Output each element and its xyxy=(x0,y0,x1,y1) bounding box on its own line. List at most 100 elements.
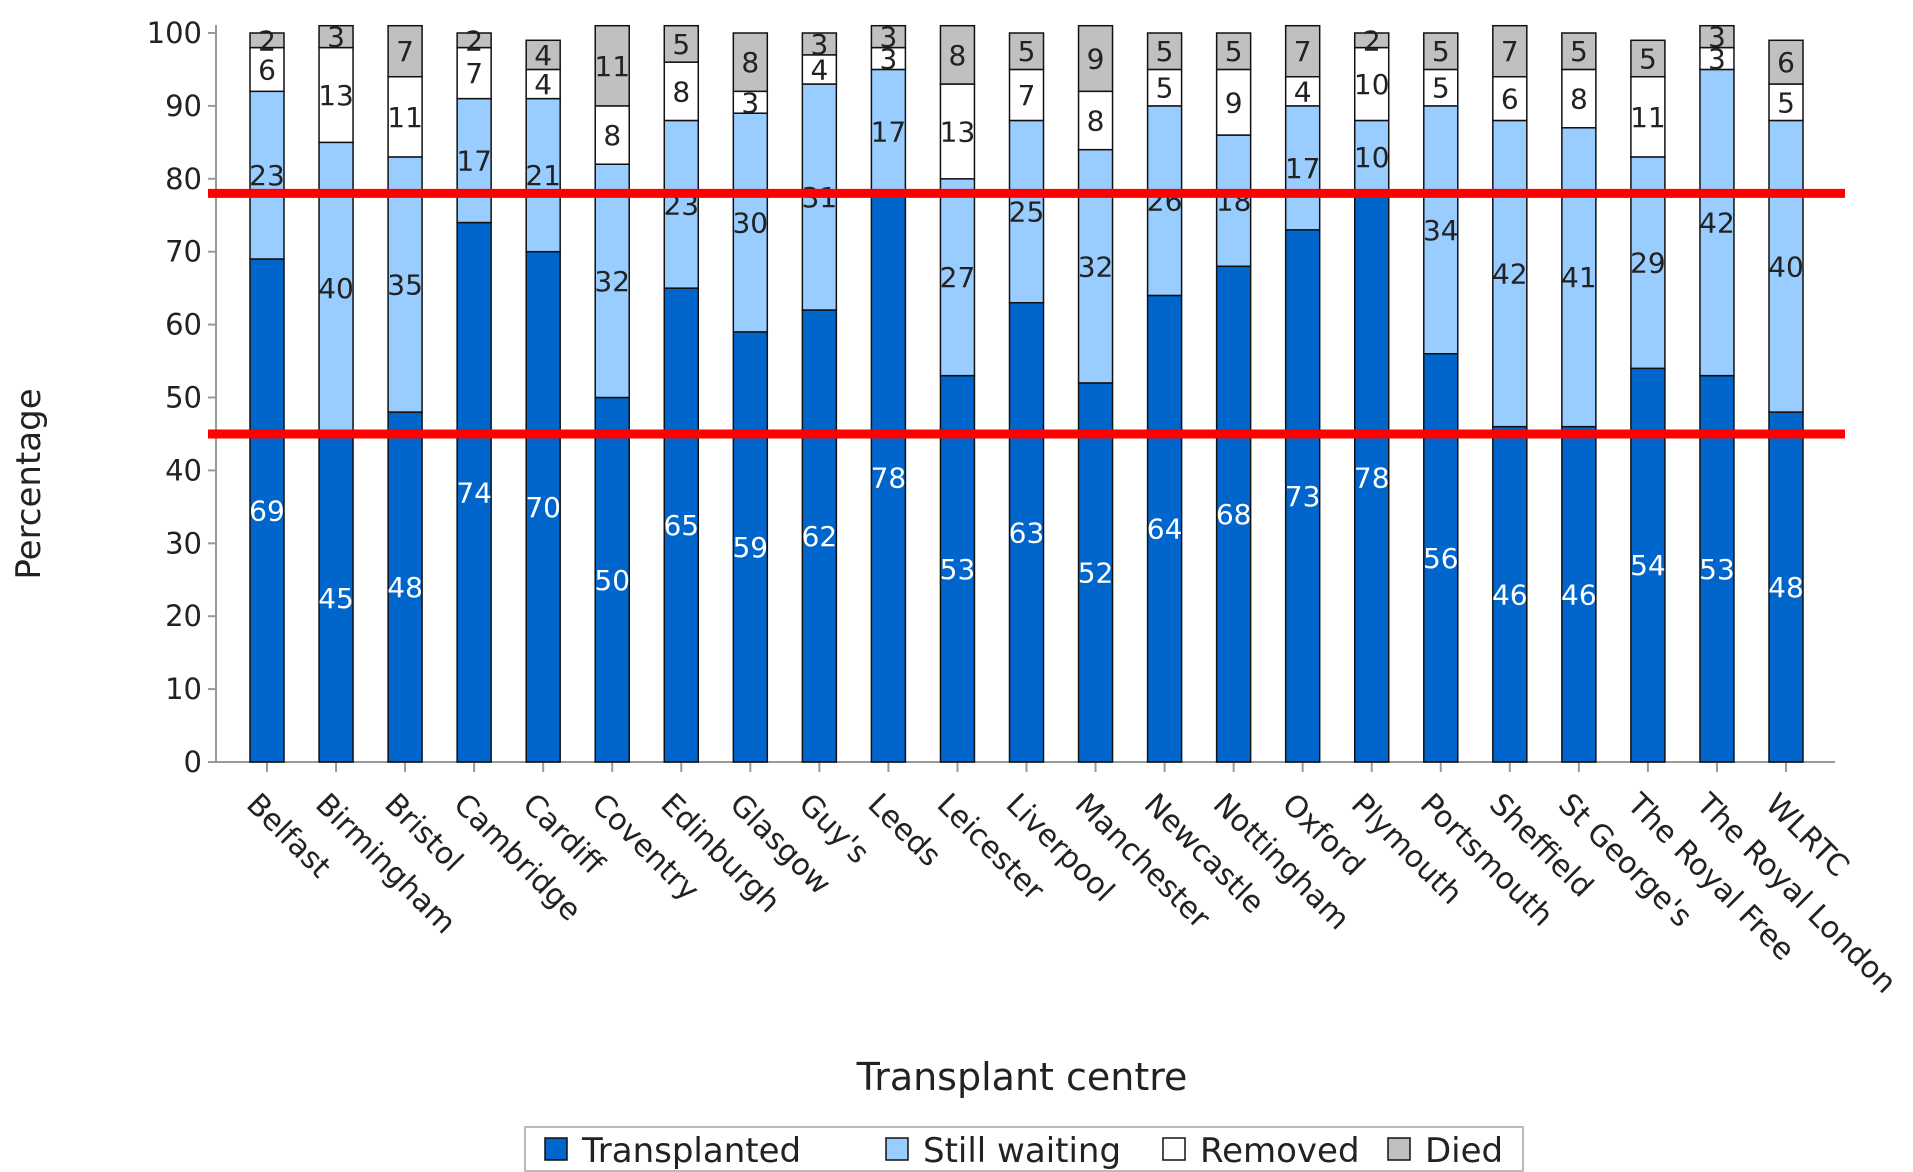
value-label: 46 xyxy=(1492,578,1528,611)
value-label: 34 xyxy=(1423,214,1459,247)
legend-label: Still waiting xyxy=(923,1131,1121,1171)
value-label: 17 xyxy=(871,115,907,148)
bar-segment xyxy=(525,97,561,253)
bar-segment xyxy=(318,24,354,49)
value-label: 5 xyxy=(1639,43,1657,76)
value-label: 40 xyxy=(1768,250,1804,283)
value-label: 4 xyxy=(534,39,552,72)
value-label: 11 xyxy=(387,101,423,134)
bar-segment xyxy=(1561,68,1597,129)
bar-segment xyxy=(525,39,561,71)
value-label: 4 xyxy=(1294,75,1312,108)
bar-segment xyxy=(1008,32,1045,71)
value-label: 53 xyxy=(1699,553,1735,586)
value-label: 13 xyxy=(940,115,976,148)
bar-segment xyxy=(732,32,769,93)
value-label: 7 xyxy=(1294,35,1312,68)
value-label: 10 xyxy=(1354,141,1390,174)
bar-segment xyxy=(1768,39,1804,85)
value-label: 2 xyxy=(465,24,483,57)
bar-segment xyxy=(801,32,838,56)
bar-segment xyxy=(1423,105,1459,355)
legend-swatch xyxy=(1387,1137,1411,1161)
value-label: 3 xyxy=(327,21,345,54)
value-label: 5 xyxy=(1156,35,1174,68)
legend-label: Removed xyxy=(1200,1131,1360,1171)
value-label: 5 xyxy=(1432,35,1450,68)
value-label: 27 xyxy=(940,261,976,294)
bar-segment xyxy=(1146,32,1183,71)
y-tick-label: 60 xyxy=(165,308,202,342)
value-label: 40 xyxy=(318,272,354,305)
y-tick-label: 30 xyxy=(165,526,202,560)
value-label: 45 xyxy=(318,582,354,615)
bar-segment xyxy=(1215,32,1252,71)
value-label: 23 xyxy=(249,159,285,192)
value-label: 48 xyxy=(387,571,423,604)
bar-segment xyxy=(1353,32,1390,49)
value-label: 9 xyxy=(1225,86,1243,119)
bar-segment xyxy=(1284,24,1321,78)
value-label: 25 xyxy=(1009,196,1045,229)
bar-segment xyxy=(456,46,492,100)
bar-segment xyxy=(663,24,700,63)
legend-label: Died xyxy=(1425,1131,1503,1171)
legend-swatch xyxy=(1162,1137,1186,1161)
bar-segment xyxy=(1699,24,1735,49)
value-label: 21 xyxy=(525,159,561,192)
bar-segment xyxy=(456,221,492,763)
value-label: 5 xyxy=(1018,35,1036,68)
value-label: 46 xyxy=(1561,578,1597,611)
value-label: 5 xyxy=(1570,35,1588,68)
bar-segment xyxy=(387,411,423,763)
value-label: 17 xyxy=(1285,152,1321,185)
bar-segment xyxy=(1215,68,1252,136)
value-label: 8 xyxy=(741,46,759,79)
bar-segment xyxy=(594,105,630,165)
value-label: 8 xyxy=(603,119,621,152)
value-label: 74 xyxy=(456,476,492,509)
value-label: 59 xyxy=(732,531,768,564)
value-label: 3 xyxy=(1708,21,1726,54)
value-label: 50 xyxy=(594,564,630,597)
bar-segment xyxy=(1423,68,1459,107)
bar-segment xyxy=(249,90,285,260)
value-label: 32 xyxy=(1078,250,1114,283)
bar-segment xyxy=(939,374,976,763)
value-label: 5 xyxy=(1777,86,1795,119)
bar-segment xyxy=(1284,229,1321,763)
y-tick-label: 90 xyxy=(165,89,202,123)
bar-segment xyxy=(1561,127,1597,428)
legend-swatch xyxy=(544,1137,568,1161)
value-label: 62 xyxy=(802,520,838,553)
value-label: 8 xyxy=(1087,104,1105,137)
bar-segment xyxy=(387,24,423,78)
value-label: 11 xyxy=(594,50,630,83)
value-label: 42 xyxy=(1492,258,1528,291)
value-label: 5 xyxy=(1156,72,1174,105)
bar-segment xyxy=(594,163,630,399)
bar-segment xyxy=(1077,24,1114,93)
bar-segment xyxy=(939,178,976,377)
y-tick-label: 50 xyxy=(165,381,202,415)
y-tick-label: 40 xyxy=(165,453,202,487)
y-tick-label: 10 xyxy=(165,672,202,706)
value-label: 4 xyxy=(534,68,552,101)
value-label: 3 xyxy=(879,43,897,76)
bar-segment xyxy=(870,192,907,763)
value-label: 7 xyxy=(1501,35,1519,68)
bar-segment xyxy=(1077,382,1114,763)
value-label: 2 xyxy=(1363,24,1381,57)
value-label: 78 xyxy=(1354,462,1390,495)
bar-segment xyxy=(1353,119,1390,195)
value-label: 3 xyxy=(810,28,828,61)
bar-segment xyxy=(1215,265,1252,763)
y-tick-label: 20 xyxy=(165,599,202,633)
bar-segment xyxy=(1768,119,1804,413)
bar-segment xyxy=(387,75,423,158)
bar-segment xyxy=(1768,83,1804,122)
value-label: 17 xyxy=(456,145,492,178)
value-label: 32 xyxy=(594,265,630,298)
value-label: 5 xyxy=(1432,72,1450,105)
